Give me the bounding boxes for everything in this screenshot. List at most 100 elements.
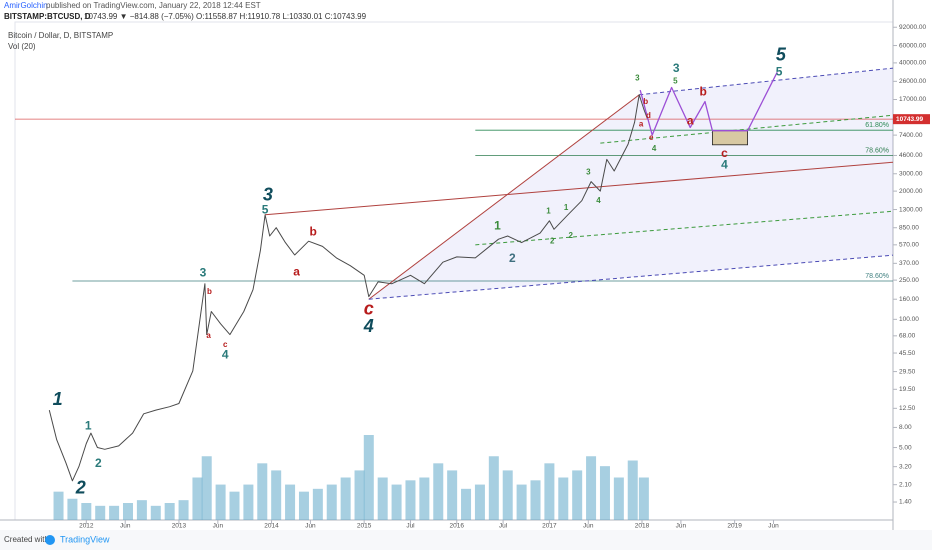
last-price-label: 10743.99 <box>896 116 923 123</box>
wave-label: a <box>687 114 694 128</box>
volume-bar <box>257 463 268 520</box>
wave-label: c <box>721 146 728 160</box>
volume-bar <box>516 484 527 520</box>
volume-bar <box>558 477 569 520</box>
volume-bar <box>572 470 583 520</box>
volume-bar <box>474 484 485 520</box>
y-tick-label: 570.00 <box>899 242 919 249</box>
volume-bar <box>488 456 499 520</box>
volume-bar <box>201 456 212 520</box>
author[interactable]: AmirGolchin <box>4 1 48 10</box>
symbol: BITSTAMP:BTCUSD, D <box>4 12 91 21</box>
wave-label: a <box>293 264 300 278</box>
wave-label: 2 <box>568 231 573 240</box>
trendline <box>368 94 640 300</box>
y-tick-label: 19.50 <box>899 386 916 393</box>
wave-label: 4 <box>721 158 728 172</box>
y-tick-label: 26000.00 <box>899 78 926 85</box>
wave-label: 2 <box>95 456 102 470</box>
x-tick-label: Jul <box>406 523 415 530</box>
wave-label: 5 <box>776 65 783 79</box>
volume-bar <box>433 463 444 520</box>
x-tick-label: 2018 <box>635 523 650 530</box>
volume-bar <box>638 477 649 520</box>
wave-label: 1 <box>546 207 551 216</box>
wave-label: 1 <box>564 203 569 212</box>
y-tick-label: 160.00 <box>899 296 919 303</box>
y-tick-label: 40000.00 <box>899 60 926 67</box>
x-tick-label: Jun <box>305 523 316 530</box>
wave-label: 2 <box>550 236 555 245</box>
volume-bar <box>312 488 323 520</box>
wave-label: b <box>699 85 706 99</box>
x-tick-label: 2013 <box>172 523 187 530</box>
y-tick-label: 370.00 <box>899 260 919 267</box>
wave-label: 1 <box>494 218 501 232</box>
y-tick-label: 8.00 <box>899 424 912 431</box>
trendline <box>368 254 894 300</box>
fib-label: 78.60% <box>865 273 889 280</box>
volume-bar <box>136 500 147 520</box>
wave-label: e <box>649 133 654 142</box>
y-tick-label: 250.00 <box>899 277 919 284</box>
volume-bar <box>215 484 226 520</box>
x-tick-label: Jul <box>499 523 508 530</box>
price-line <box>48 94 649 482</box>
brand-logo <box>45 535 55 545</box>
wave-label: 3 <box>586 167 591 176</box>
y-tick-label: 3000.00 <box>899 170 923 177</box>
y-tick-label: 60000.00 <box>899 42 926 49</box>
volume-bar <box>354 470 365 520</box>
last-price-tag <box>893 114 930 125</box>
volume-bar <box>122 503 133 520</box>
quote: 10743.99 ▼ −814.88 (−7.05%) O:11558.87 H… <box>84 12 367 21</box>
volume-bar <box>419 477 430 520</box>
wave-label: 5 <box>673 76 678 85</box>
volume-bar <box>81 503 92 520</box>
volume-bar <box>627 460 638 520</box>
x-tick-label: Jun <box>583 523 594 530</box>
wave-label: b <box>643 97 648 106</box>
x-tick-label: Jun <box>676 523 687 530</box>
volume-bar <box>229 491 240 520</box>
volume-bar <box>377 477 388 520</box>
wave-label: 1 <box>53 389 63 409</box>
wave-label: 4 <box>596 196 601 205</box>
volume-bar <box>613 477 624 520</box>
wave-label: 3 <box>673 61 680 75</box>
footer-bar <box>0 530 932 550</box>
volume-bar <box>599 466 610 520</box>
wave-label: 4 <box>363 316 374 336</box>
pane-title: Bitcoin / Dollar, D, BITSTAMP <box>8 31 113 40</box>
wave-label: b <box>207 287 212 296</box>
volume-bar <box>243 484 254 520</box>
wave-label: a <box>639 120 644 129</box>
projection-line <box>639 71 778 136</box>
wave-label: 4 <box>652 144 657 153</box>
wave-label: 3 <box>635 73 640 82</box>
wave-label: 1 <box>85 419 92 433</box>
wave-label: b <box>310 224 317 238</box>
target-box <box>711 130 748 146</box>
volume-bar <box>502 470 513 520</box>
footer-brand[interactable]: TradingView <box>60 534 110 544</box>
volume-bar <box>461 488 472 520</box>
volume-bar <box>586 456 597 520</box>
y-tick-label: 1300.00 <box>899 206 923 213</box>
volume-bar <box>164 503 175 520</box>
wave-label: a <box>206 331 211 340</box>
volume-bar <box>340 477 351 520</box>
volume-bar <box>544 463 555 520</box>
wave-label: 2 <box>509 251 516 265</box>
y-tick-label: 17000.00 <box>899 96 926 103</box>
volume-bar <box>530 480 541 520</box>
wave-label: c <box>364 299 374 319</box>
volume-bar <box>178 500 189 520</box>
y-tick-label: 68.00 <box>899 333 916 340</box>
x-tick-label: 2014 <box>264 523 279 530</box>
y-tick-label: 12.50 <box>899 405 916 412</box>
trendline <box>639 67 894 96</box>
y-tick-label: 45.50 <box>899 350 916 357</box>
